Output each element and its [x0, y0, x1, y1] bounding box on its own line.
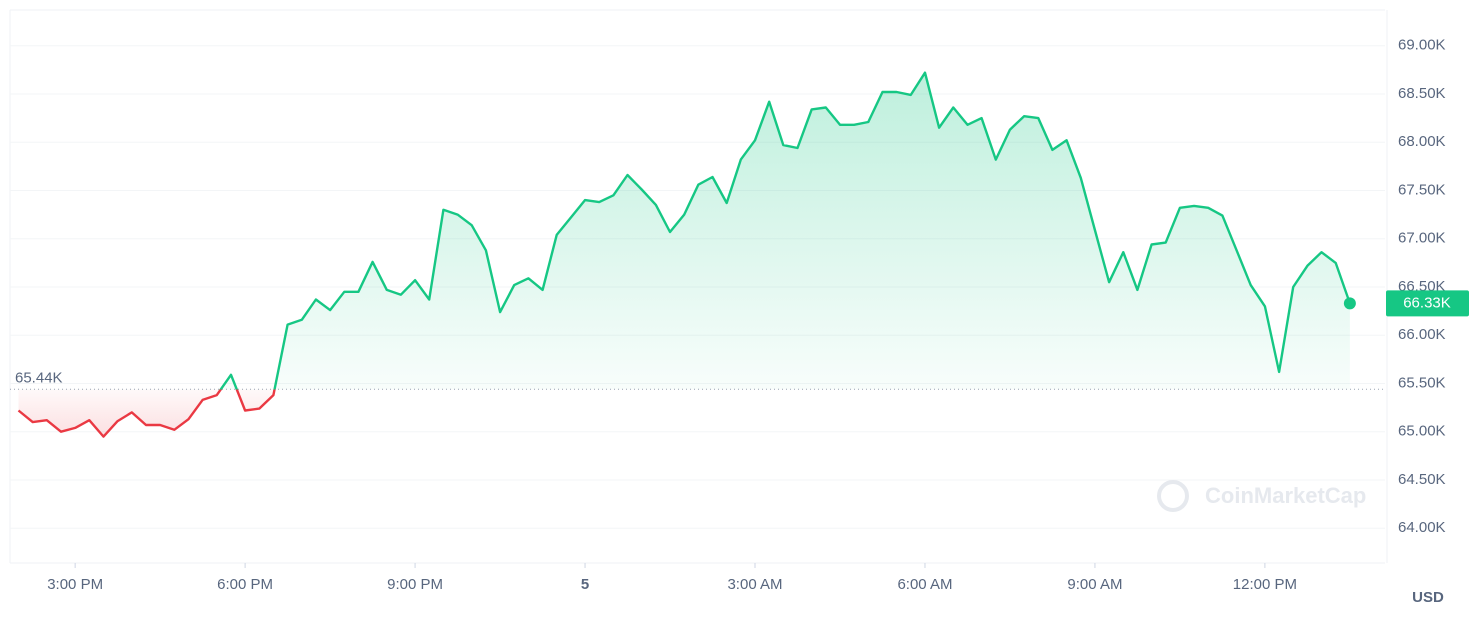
reference-label: 65.44K — [15, 369, 63, 386]
watermark: CoinMarketCap — [1205, 483, 1366, 508]
y-tick-label: 67.50K — [1398, 181, 1446, 198]
y-tick-label: 65.00K — [1398, 423, 1446, 440]
y-tick-label: 69.00K — [1398, 37, 1446, 54]
y-tick-label: 64.00K — [1398, 519, 1446, 536]
x-tick-label: 9:00 AM — [1067, 576, 1122, 593]
x-tick-label: 9:00 PM — [387, 576, 443, 593]
price-line — [17, 71, 1352, 438]
y-tick-label: 68.50K — [1398, 85, 1446, 102]
x-tick-label: 6:00 PM — [217, 576, 273, 593]
last-price-dot — [1343, 297, 1356, 310]
y-tick-label: 67.00K — [1398, 230, 1446, 247]
y-tick-label: 65.50K — [1398, 374, 1446, 391]
price-area — [18, 72, 1350, 437]
y-tick-label: 66.00K — [1398, 326, 1446, 343]
last-price-tag — [1386, 290, 1469, 317]
y-tick-label: 68.00K — [1398, 133, 1446, 150]
currency-label: USD — [1412, 589, 1444, 606]
x-tick-label: 5 — [581, 576, 589, 593]
x-tick-label: 3:00 AM — [727, 576, 782, 593]
last-price-label: 66.33K — [1403, 294, 1451, 311]
y-tick-label: 64.50K — [1398, 471, 1446, 488]
watermark-logo — [1157, 480, 1189, 512]
x-tick-label: 6:00 AM — [897, 576, 952, 593]
x-tick-label: 12:00 PM — [1233, 576, 1297, 593]
x-tick-label: 3:00 PM — [47, 576, 103, 593]
